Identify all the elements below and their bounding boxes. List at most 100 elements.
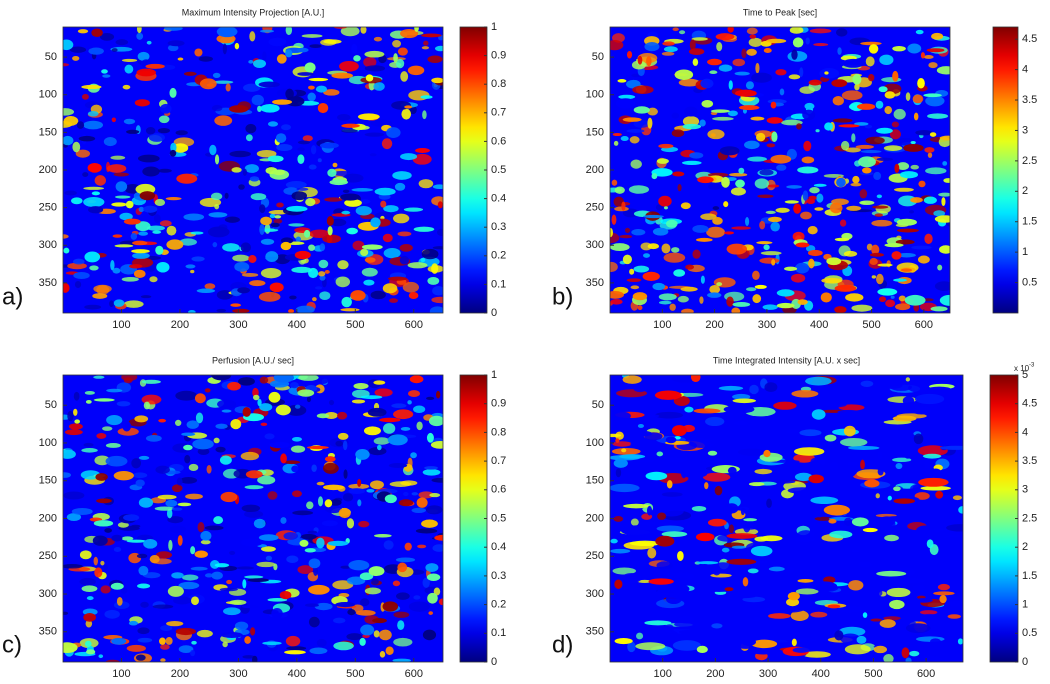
- image-texture: [207, 226, 230, 238]
- image-texture: [791, 638, 797, 647]
- image-texture: [947, 614, 961, 619]
- image-texture: [248, 60, 254, 64]
- image-texture: [927, 152, 933, 158]
- image-texture: [614, 638, 633, 645]
- image-texture: [669, 303, 676, 311]
- image: [63, 27, 443, 313]
- image-texture: [81, 93, 89, 100]
- image-texture: [113, 299, 125, 307]
- image-texture: [358, 520, 370, 528]
- image-texture: [166, 508, 173, 519]
- image-texture: [427, 55, 443, 63]
- image-texture: [886, 439, 915, 445]
- image-texture: [331, 72, 353, 79]
- image-texture: [160, 103, 172, 114]
- image-texture: [734, 89, 757, 97]
- image-texture: [946, 524, 963, 532]
- panel-label: a): [2, 283, 23, 310]
- image-texture: [121, 536, 134, 541]
- image-texture: [696, 645, 708, 654]
- image-texture: [775, 207, 790, 213]
- image-texture: [657, 634, 676, 643]
- image-texture: [373, 437, 390, 445]
- image-texture: [385, 646, 394, 655]
- image-texture: [738, 167, 745, 174]
- image-texture: [724, 587, 734, 592]
- image-texture: [667, 453, 690, 458]
- image-texture: [209, 144, 217, 156]
- image-texture: [415, 147, 430, 154]
- image-texture: [105, 659, 120, 662]
- image-texture: [748, 482, 765, 487]
- image-texture: [615, 438, 620, 443]
- image-texture: [793, 447, 825, 456]
- image-texture: [434, 534, 443, 541]
- image-texture: [220, 491, 238, 503]
- image-texture: [732, 398, 756, 404]
- image-texture: [190, 269, 195, 274]
- colorbar-tick-label: 0.7: [491, 107, 506, 119]
- image-texture: [869, 257, 878, 266]
- image-texture: [656, 451, 664, 457]
- image-texture: [930, 306, 948, 312]
- image-texture: [128, 620, 138, 626]
- image-texture: [663, 624, 675, 633]
- image-texture: [299, 539, 309, 547]
- image-texture: [396, 592, 410, 600]
- image-texture: [816, 510, 824, 518]
- image-texture: [931, 32, 944, 40]
- image-texture: [759, 220, 766, 230]
- image-texture: [925, 167, 947, 175]
- image-texture: [388, 276, 407, 281]
- image-texture: [244, 575, 264, 579]
- image-texture: [389, 298, 398, 303]
- x-tick-label: 500: [864, 668, 882, 680]
- image-texture: [794, 262, 810, 274]
- image-texture: [615, 468, 622, 478]
- image-texture: [726, 296, 734, 307]
- image-texture: [214, 563, 230, 568]
- image-texture: [666, 219, 678, 228]
- image-texture: [754, 468, 773, 475]
- image-texture: [643, 414, 660, 418]
- image-texture: [613, 196, 624, 207]
- image-texture: [159, 220, 172, 227]
- image-texture: [801, 156, 815, 164]
- image-texture: [630, 285, 640, 290]
- image-texture: [314, 602, 333, 611]
- image-texture: [892, 70, 899, 82]
- y-tick-label: 250: [586, 202, 604, 214]
- image-texture: [843, 425, 856, 437]
- image-texture: [674, 464, 695, 470]
- image-texture: [642, 271, 660, 281]
- image-texture: [171, 572, 184, 579]
- image-texture: [333, 449, 351, 457]
- image-texture: [152, 230, 162, 234]
- x-tick-label: 600: [405, 319, 423, 331]
- image-texture: [879, 382, 903, 389]
- image-texture: [661, 531, 688, 537]
- y-tick-label: 300: [586, 239, 604, 251]
- image-texture: [322, 462, 339, 474]
- image-texture: [100, 560, 105, 566]
- colorbar-tick-label: 0.3: [491, 570, 506, 582]
- image-texture: [74, 419, 81, 424]
- image-texture: [912, 94, 924, 104]
- image-texture: [917, 77, 925, 89]
- image-texture: [343, 469, 348, 479]
- image-texture: [110, 155, 126, 160]
- image-texture: [805, 37, 810, 45]
- image-texture: [138, 565, 149, 576]
- image-texture: [179, 238, 197, 246]
- image-texture: [372, 618, 387, 624]
- image-texture: [432, 246, 443, 250]
- image-texture: [633, 106, 650, 114]
- image-texture: [933, 210, 946, 217]
- image-texture: [939, 445, 963, 450]
- image-texture: [67, 410, 74, 422]
- image-texture: [404, 105, 413, 109]
- image-texture: [766, 143, 776, 148]
- image-texture: [610, 548, 631, 554]
- image-texture: [88, 206, 104, 214]
- image-texture: [91, 191, 101, 196]
